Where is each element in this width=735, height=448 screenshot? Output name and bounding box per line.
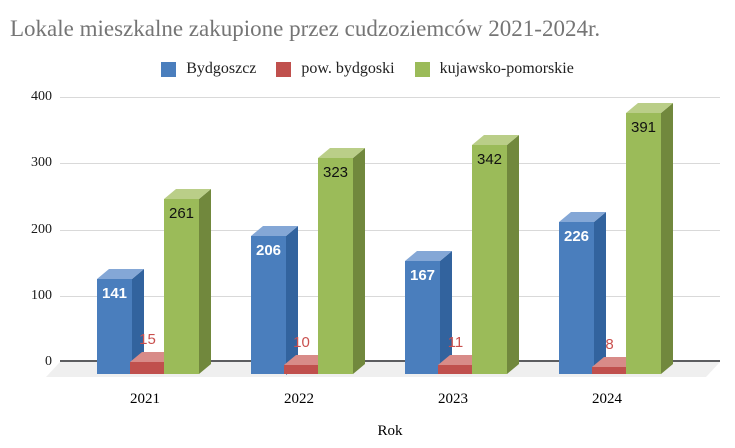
bar-front-face <box>164 199 199 374</box>
bar-front-face <box>318 158 353 374</box>
value-label-bar-pow-bydgoski-2023: 11 <box>447 333 464 351</box>
y-tick-label-0: 0 <box>45 354 52 369</box>
value-label-bar-kujawsko-pomorskie-2022: 323 <box>322 164 349 181</box>
value-label-bar-pow-bydgoski-2022: 10 <box>293 334 310 352</box>
gridline-400 <box>60 97 720 98</box>
value-label-bar-pow-bydgoski-2021: 15 <box>139 331 156 349</box>
bar-front-face <box>438 364 473 374</box>
x-tick-label-2022: 2022 <box>284 391 314 407</box>
y-tick-label-100: 100 <box>31 287 52 303</box>
y-tick-label-400: 400 <box>31 89 52 104</box>
legend-label: pow. bydgoski <box>301 60 395 77</box>
bar-front-face <box>130 362 165 374</box>
x-tick-label-2024: 2024 <box>592 391 622 407</box>
x-tick-label-2023: 2023 <box>438 391 468 407</box>
gridline-200 <box>60 229 720 231</box>
legend-item-kujawsko-pomorskie: kujawsko-pomorskie <box>414 60 574 78</box>
value-label-bar-bydgoszcz-2024: 226 <box>563 228 590 246</box>
value-label-bar-kujawsko-pomorskie-2023: 342 <box>476 151 503 169</box>
legend-swatch-bydgoszcz <box>161 61 177 77</box>
legend-swatch-pow-bydgoski <box>276 61 292 77</box>
bar-front-face <box>472 145 507 374</box>
value-label-bar-bydgoszcz-2022: 206 <box>255 241 282 259</box>
bar-front-face <box>626 113 661 374</box>
x-axis-title: Rok <box>377 423 403 439</box>
bar-front-face <box>251 235 286 374</box>
y-tick-label-200: 200 <box>31 221 52 237</box>
bar-side-face <box>661 103 673 374</box>
value-label-bar-kujawsko-pomorskie-2024: 391 <box>630 119 657 136</box>
legend-swatch-kujawsko-pomorskie <box>414 61 430 77</box>
chart-legend: Bydgoszcz pow. bydgoski kujawsko-pomorskie <box>0 60 735 78</box>
legend-item-pow-bydgoski: pow. bydgoski <box>276 60 395 78</box>
bar-front-face <box>97 278 132 374</box>
bar-front-face <box>559 222 594 374</box>
legend-label: Bydgoszcz <box>186 60 257 77</box>
value-label-bar-pow-bydgoski-2024: 8 <box>605 335 614 353</box>
value-label-bar-kujawsko-pomorskie-2021: 261 <box>168 205 195 223</box>
legend-label: kujawsko-pomorskie <box>439 60 574 77</box>
value-label-bar-bydgoszcz-2021: 141 <box>101 284 128 302</box>
gridline-100 <box>60 295 720 297</box>
x-axis-line <box>60 360 720 362</box>
x-tick-label-2021: 2021 <box>130 391 160 407</box>
bar-front-face <box>405 261 440 374</box>
bar-front-face <box>592 366 627 374</box>
legend-item-bydgoszcz: Bydgoszcz <box>161 60 256 78</box>
bar-front-face <box>284 365 319 374</box>
gridline-300 <box>60 163 720 165</box>
value-label-bar-bydgoszcz-2023: 167 <box>409 267 436 285</box>
bar-side-face <box>507 135 519 374</box>
y-tick-label-300: 300 <box>31 155 52 171</box>
chart-title: Lokale mieszkalne zakupione przez cudzoz… <box>10 16 601 41</box>
